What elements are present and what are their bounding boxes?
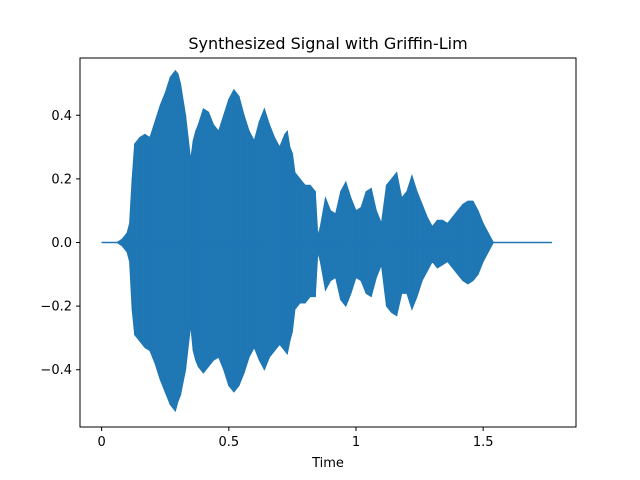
waveform-envelope <box>101 69 552 413</box>
plot-area <box>79 57 577 428</box>
y-tick-label: 0.0 <box>51 236 72 251</box>
x-tick-label: 1.5 <box>473 435 494 450</box>
y-tick-label: −0.4 <box>40 363 72 378</box>
y-tick-label: 0.2 <box>51 172 72 187</box>
y-tick-label: 0.4 <box>51 109 72 124</box>
x-tick-label: 1 <box>352 435 360 450</box>
chart-title: Synthesized Signal with Griffin-Lim <box>188 34 467 53</box>
x-axis-ticks: 0 0.5 1 1.5 <box>97 427 494 450</box>
y-tick-label: −0.2 <box>40 300 72 315</box>
x-tick-label: 0.5 <box>218 435 239 450</box>
y-axis-ticks: −0.4 −0.2 0.0 0.2 0.4 <box>40 109 80 378</box>
x-axis-label: Time <box>311 456 344 471</box>
waveform-layer <box>101 69 552 413</box>
x-tick-label: 0 <box>97 435 105 450</box>
